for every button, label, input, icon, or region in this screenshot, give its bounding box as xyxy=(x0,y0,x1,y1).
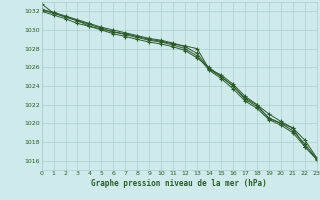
X-axis label: Graphe pression niveau de la mer (hPa): Graphe pression niveau de la mer (hPa) xyxy=(91,179,267,188)
